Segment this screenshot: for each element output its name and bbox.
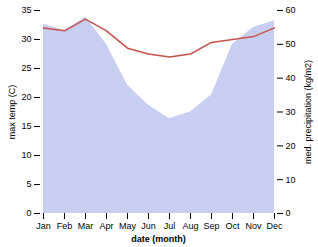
svg-text:20: 20 [286, 141, 296, 151]
svg-text:Mar: Mar [78, 221, 94, 231]
svg-text:max temp (C): max temp (C) [7, 85, 17, 140]
svg-text:Jan: Jan [36, 221, 51, 231]
svg-text:Feb: Feb [57, 221, 73, 231]
svg-text:date (month): date (month) [131, 234, 186, 244]
svg-text:0: 0 [26, 208, 31, 218]
svg-text:30: 30 [286, 107, 296, 117]
svg-text:35: 35 [21, 5, 31, 15]
svg-text:15: 15 [21, 121, 31, 131]
svg-text:Jun: Jun [141, 221, 156, 231]
svg-text:May: May [119, 221, 137, 231]
svg-text:Nov: Nov [245, 221, 262, 231]
svg-text:30: 30 [21, 34, 31, 44]
svg-text:Apr: Apr [99, 221, 113, 231]
svg-text:20: 20 [21, 92, 31, 102]
svg-text:25: 25 [21, 63, 31, 73]
svg-text:10: 10 [21, 150, 31, 160]
svg-text:Sep: Sep [203, 221, 219, 231]
svg-text:Dec: Dec [266, 221, 283, 231]
svg-text:5: 5 [26, 179, 31, 189]
svg-text:40: 40 [286, 73, 296, 83]
svg-text:60: 60 [286, 5, 296, 15]
svg-text:10: 10 [286, 175, 296, 185]
svg-text:med. precipitation (kg/m2): med. precipitation (kg/m2) [303, 60, 313, 164]
svg-text:Oct: Oct [225, 221, 240, 231]
svg-text:50: 50 [286, 39, 296, 49]
svg-text:Aug: Aug [182, 221, 198, 231]
svg-text:Jul: Jul [164, 221, 176, 231]
svg-text:0: 0 [286, 208, 291, 218]
